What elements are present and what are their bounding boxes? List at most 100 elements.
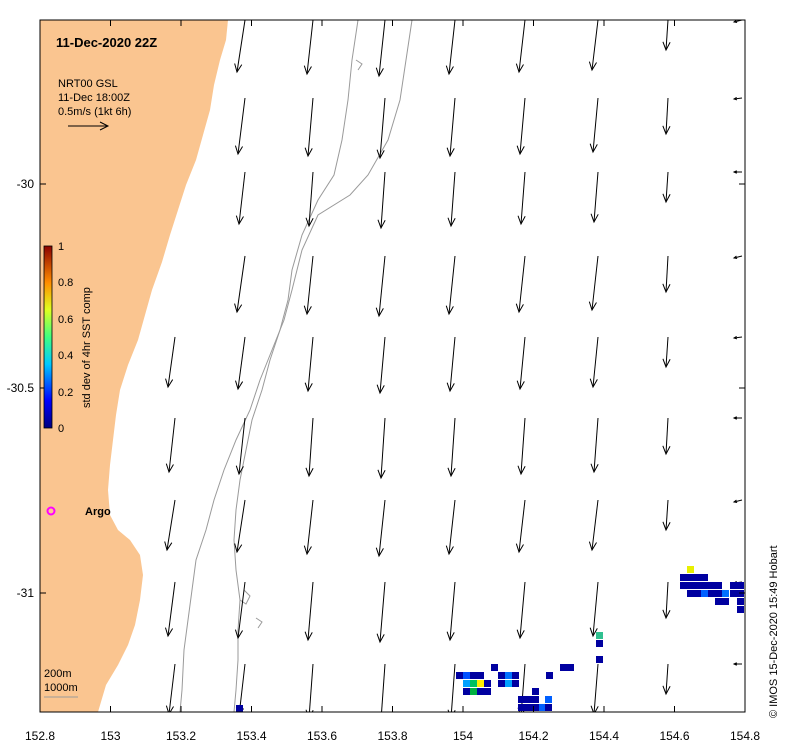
current-arrow xyxy=(234,97,246,156)
colorbar-tick: 0.4 xyxy=(58,350,73,362)
current-arrow xyxy=(588,499,599,552)
colorbar-tick: 1 xyxy=(58,241,64,253)
current-arrow xyxy=(447,417,456,478)
current-arrow xyxy=(235,336,246,391)
x-axis: 152.8 153 153.2 153.4 153.6 153.8 154 154.2 154.… xyxy=(25,20,760,743)
colorbar-label: std dev of 4hr SST comp xyxy=(81,287,93,408)
current-arrow xyxy=(376,97,386,160)
current-arrow xyxy=(516,97,526,156)
current-arrow xyxy=(515,20,526,74)
current-arrow xyxy=(732,499,743,504)
current-arrow xyxy=(662,663,671,696)
current-arrow xyxy=(305,417,314,478)
current-arrow xyxy=(732,335,743,340)
colorbar-tick: 0 xyxy=(58,423,64,435)
depth-label-200m: 200m xyxy=(44,668,72,680)
current-arrow xyxy=(234,499,246,554)
current-arrow xyxy=(446,97,456,158)
current-arrow xyxy=(303,499,314,556)
current-arrow xyxy=(377,417,386,480)
current-arrow xyxy=(305,171,314,228)
current-arrow xyxy=(445,20,456,76)
credit-text: © IMOS 15-Dec-2020 15:49 Hobart xyxy=(768,545,780,718)
contour-200m xyxy=(233,20,359,712)
x-tick-label: 153 xyxy=(100,729,120,743)
current-arrow xyxy=(662,581,671,620)
current-arrow xyxy=(517,417,526,476)
y-axis: -30 -30.5 -31 xyxy=(7,177,745,600)
bathymetry-contours xyxy=(179,20,413,712)
x-tick-label: 154.4 xyxy=(589,729,619,743)
current-arrow xyxy=(446,336,456,393)
current-arrow xyxy=(375,255,386,318)
y-tick-label: -30.5 xyxy=(7,381,35,395)
colorbar-gradient xyxy=(43,245,53,429)
current-arrow xyxy=(304,336,314,393)
x-tick-label: 154.8 xyxy=(730,729,760,743)
current-arrow xyxy=(732,170,742,174)
current-arrow xyxy=(234,20,246,74)
x-tick-label: 154.2 xyxy=(518,729,548,743)
legend-scale: 0.5m/s (1kt 6h) xyxy=(58,106,131,118)
current-arrow xyxy=(662,417,671,456)
current-arrow xyxy=(305,663,314,712)
colorbar-tick: 0.8 xyxy=(58,277,73,289)
coastline-land xyxy=(40,20,228,712)
current-arrow xyxy=(377,171,386,230)
vector-legend: NRT00 GSL 11-Dec 18:00Z 0.5m/s (1kt 6h) xyxy=(58,78,131,131)
current-arrow xyxy=(588,20,599,72)
current-arrow xyxy=(590,417,599,474)
current-arrow xyxy=(732,416,742,420)
current-arrow xyxy=(590,171,599,224)
current-arrow xyxy=(304,97,314,158)
current-arrow xyxy=(446,581,456,642)
current-arrow xyxy=(732,96,743,101)
x-tick-label: 153.4 xyxy=(236,729,266,743)
y-tick-label: -31 xyxy=(17,586,35,600)
x-tick-label: 154 xyxy=(453,729,473,743)
current-arrow xyxy=(588,255,599,312)
current-arrow xyxy=(164,581,176,638)
current-arrow xyxy=(235,171,246,226)
y-tick-label: -30 xyxy=(17,177,35,191)
map-title: 11-Dec-2020 22Z xyxy=(56,35,157,50)
current-arrow xyxy=(375,20,386,78)
colorbar-tick: 0.2 xyxy=(58,387,73,399)
current-arrow xyxy=(517,171,526,226)
current-arrow xyxy=(303,255,314,316)
argo-marker: Argo xyxy=(46,506,111,518)
current-arrow xyxy=(662,336,671,369)
current-arrow xyxy=(447,171,456,228)
legend-model: NRT00 GSL xyxy=(58,78,118,90)
depth-legend: 200m 1000m xyxy=(44,668,78,698)
current-arrow xyxy=(662,255,671,294)
x-tick-label: 153.6 xyxy=(307,729,337,743)
legend-time: 11-Dec 18:00Z xyxy=(58,92,130,104)
x-tick-label: 152.8 xyxy=(25,729,55,743)
colorbar: 1 0.8 0.6 0.4 0.2 0 std dev of 4hr SST c… xyxy=(43,241,93,435)
current-arrow xyxy=(165,417,176,474)
contour-1000m xyxy=(179,20,413,712)
current-arrow xyxy=(662,499,671,532)
current-arrow xyxy=(589,581,599,638)
current-arrow xyxy=(445,255,456,316)
current-arrow xyxy=(662,171,671,204)
current-arrow xyxy=(303,20,314,76)
current-arrow xyxy=(732,662,742,666)
current-arrow xyxy=(662,97,671,136)
x-tick-label: 153.8 xyxy=(377,729,407,743)
current-vectors xyxy=(164,20,743,712)
current-arrow xyxy=(516,336,526,391)
current-arrow xyxy=(590,663,599,712)
x-tick-label: 154.6 xyxy=(659,729,689,743)
current-arrow xyxy=(376,581,386,644)
current-arrow xyxy=(165,336,176,389)
current-arrow xyxy=(445,499,456,556)
legend-arrow-icon xyxy=(68,121,110,131)
current-arrow xyxy=(447,663,456,712)
argo-label: Argo xyxy=(85,506,111,518)
current-arrow xyxy=(304,581,314,642)
current-arrow xyxy=(732,255,743,260)
x-tick-label: 153.2 xyxy=(166,729,196,743)
